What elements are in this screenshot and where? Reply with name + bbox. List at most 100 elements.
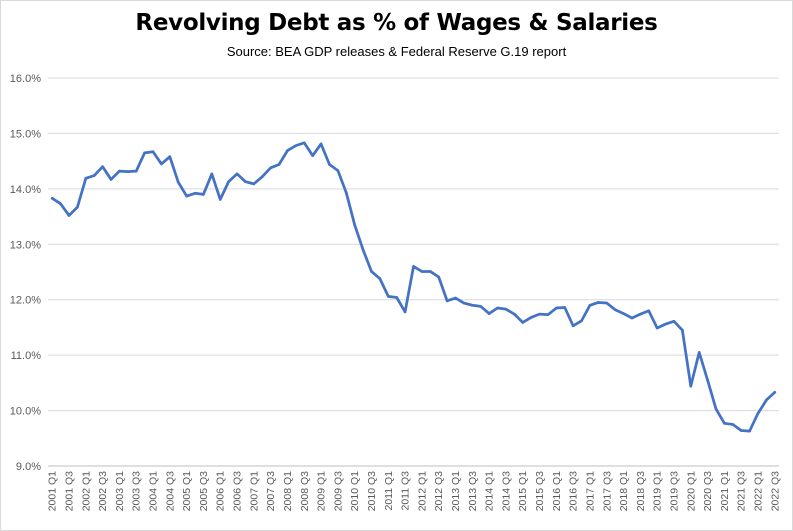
data-point <box>731 423 735 426</box>
data-point <box>218 198 222 201</box>
x-axis-ticks: 2001 Q1 2001 Q3 2002 Q1 2002 Q3 2003 Q1 2003 … <box>47 471 782 511</box>
y-tick-label: 13.0% <box>10 239 41 251</box>
data-point <box>723 422 726 425</box>
data-point <box>50 196 54 200</box>
data-point <box>210 172 214 176</box>
series-line <box>50 141 777 433</box>
data-point <box>496 306 499 310</box>
data-point <box>513 312 516 316</box>
x-tick-label: 2006 Q1 <box>215 471 227 511</box>
data-point <box>714 407 718 411</box>
x-tick-label: 2013 Q3 <box>467 471 479 511</box>
data-point <box>462 301 466 305</box>
data-point <box>252 182 256 186</box>
x-tick-label: 2021 Q3 <box>736 471 748 511</box>
x-tick-label: 2008 Q3 <box>299 471 311 511</box>
data-point <box>353 223 356 227</box>
x-tick-label: 2019 Q3 <box>668 471 680 511</box>
data-point <box>76 205 79 209</box>
x-tick-label: 2002 Q3 <box>97 471 109 511</box>
data-point <box>336 169 340 172</box>
data-point <box>655 326 659 330</box>
data-point <box>361 248 365 252</box>
data-point <box>529 316 533 319</box>
data-point <box>185 194 188 198</box>
x-tick-label: 2011 Q3 <box>400 471 412 511</box>
chart-subtitle: Source: BEA GDP releases & Federal Reser… <box>226 44 567 59</box>
x-tick-label: 2006 Q3 <box>232 471 244 511</box>
data-point <box>622 312 625 315</box>
data-point <box>143 151 146 155</box>
data-point <box>277 163 281 166</box>
data-point <box>521 321 525 324</box>
x-tick-label: 2022 Q3 <box>769 471 781 511</box>
data-point <box>597 301 600 304</box>
data-point <box>429 270 432 273</box>
data-point <box>202 193 205 196</box>
data-point <box>370 270 373 273</box>
data-point <box>168 155 172 159</box>
data-point <box>437 275 441 279</box>
data-point <box>101 165 104 168</box>
series-group <box>50 141 777 433</box>
data-point <box>412 265 415 268</box>
data-point <box>647 309 651 313</box>
data-point <box>378 277 382 280</box>
x-tick-label: 2022 Q1 <box>752 471 764 511</box>
x-tick-label: 2016 Q1 <box>551 471 563 511</box>
x-tick-label: 2018 Q3 <box>635 471 647 511</box>
chart-title: Revolving Debt as % of Wages & Salaries <box>135 10 658 36</box>
data-point <box>765 398 768 402</box>
data-point <box>193 191 197 195</box>
x-tick-label: 2004 Q1 <box>148 471 160 511</box>
data-point <box>739 429 743 432</box>
x-tick-label: 2015 Q1 <box>517 471 529 511</box>
x-tick-label: 2013 Q1 <box>450 471 462 511</box>
data-point <box>302 141 306 145</box>
y-tick-label: 10.0% <box>10 406 41 418</box>
x-tick-label: 2001 Q1 <box>47 471 59 511</box>
y-axis-ticks: 9.0% 10.0% 11.0% 12.0% 13.0% 14.0% 15.0% 16.0% <box>10 73 41 473</box>
data-point <box>227 180 230 183</box>
x-tick-label: 2019 Q1 <box>652 471 664 511</box>
x-tick-label: 2014 Q1 <box>484 471 496 511</box>
x-tick-label: 2009 Q3 <box>332 471 344 511</box>
data-point <box>580 319 583 323</box>
y-tick-label: 11.0% <box>11 350 42 362</box>
data-point <box>386 295 390 298</box>
data-point <box>403 310 407 314</box>
data-point <box>689 384 693 388</box>
data-point <box>630 316 634 320</box>
data-point <box>504 307 508 311</box>
data-point <box>664 322 667 326</box>
data-point <box>176 180 180 184</box>
x-tick-label: 2003 Q3 <box>131 471 143 511</box>
gridlines <box>48 77 779 412</box>
data-point <box>294 144 298 147</box>
data-point <box>454 296 457 300</box>
x-tick-label: 2003 Q1 <box>114 471 126 511</box>
data-point <box>118 169 121 173</box>
data-point <box>160 162 163 166</box>
x-tick-label: 2002 Q1 <box>80 471 92 511</box>
x-tick-label: 2020 Q1 <box>685 471 697 511</box>
x-tick-label: 2015 Q3 <box>534 471 546 511</box>
x-tick-label: 2011 Q1 <box>383 471 395 511</box>
y-tick-label: 12.0% <box>10 295 41 307</box>
data-point <box>59 202 62 206</box>
data-point <box>319 142 323 146</box>
data-point <box>563 306 567 309</box>
data-point <box>588 303 592 307</box>
data-point <box>420 270 424 273</box>
x-tick-label: 2007 Q1 <box>248 471 260 511</box>
data-point <box>269 166 272 170</box>
data-point <box>756 412 760 415</box>
x-tick-label: 2008 Q1 <box>282 471 294 511</box>
x-tick-label: 2017 Q1 <box>584 471 596 511</box>
data-point <box>84 177 88 180</box>
x-tick-label: 2007 Q3 <box>265 471 277 511</box>
data-point <box>109 178 113 181</box>
x-tick-label: 2017 Q3 <box>601 471 613 511</box>
